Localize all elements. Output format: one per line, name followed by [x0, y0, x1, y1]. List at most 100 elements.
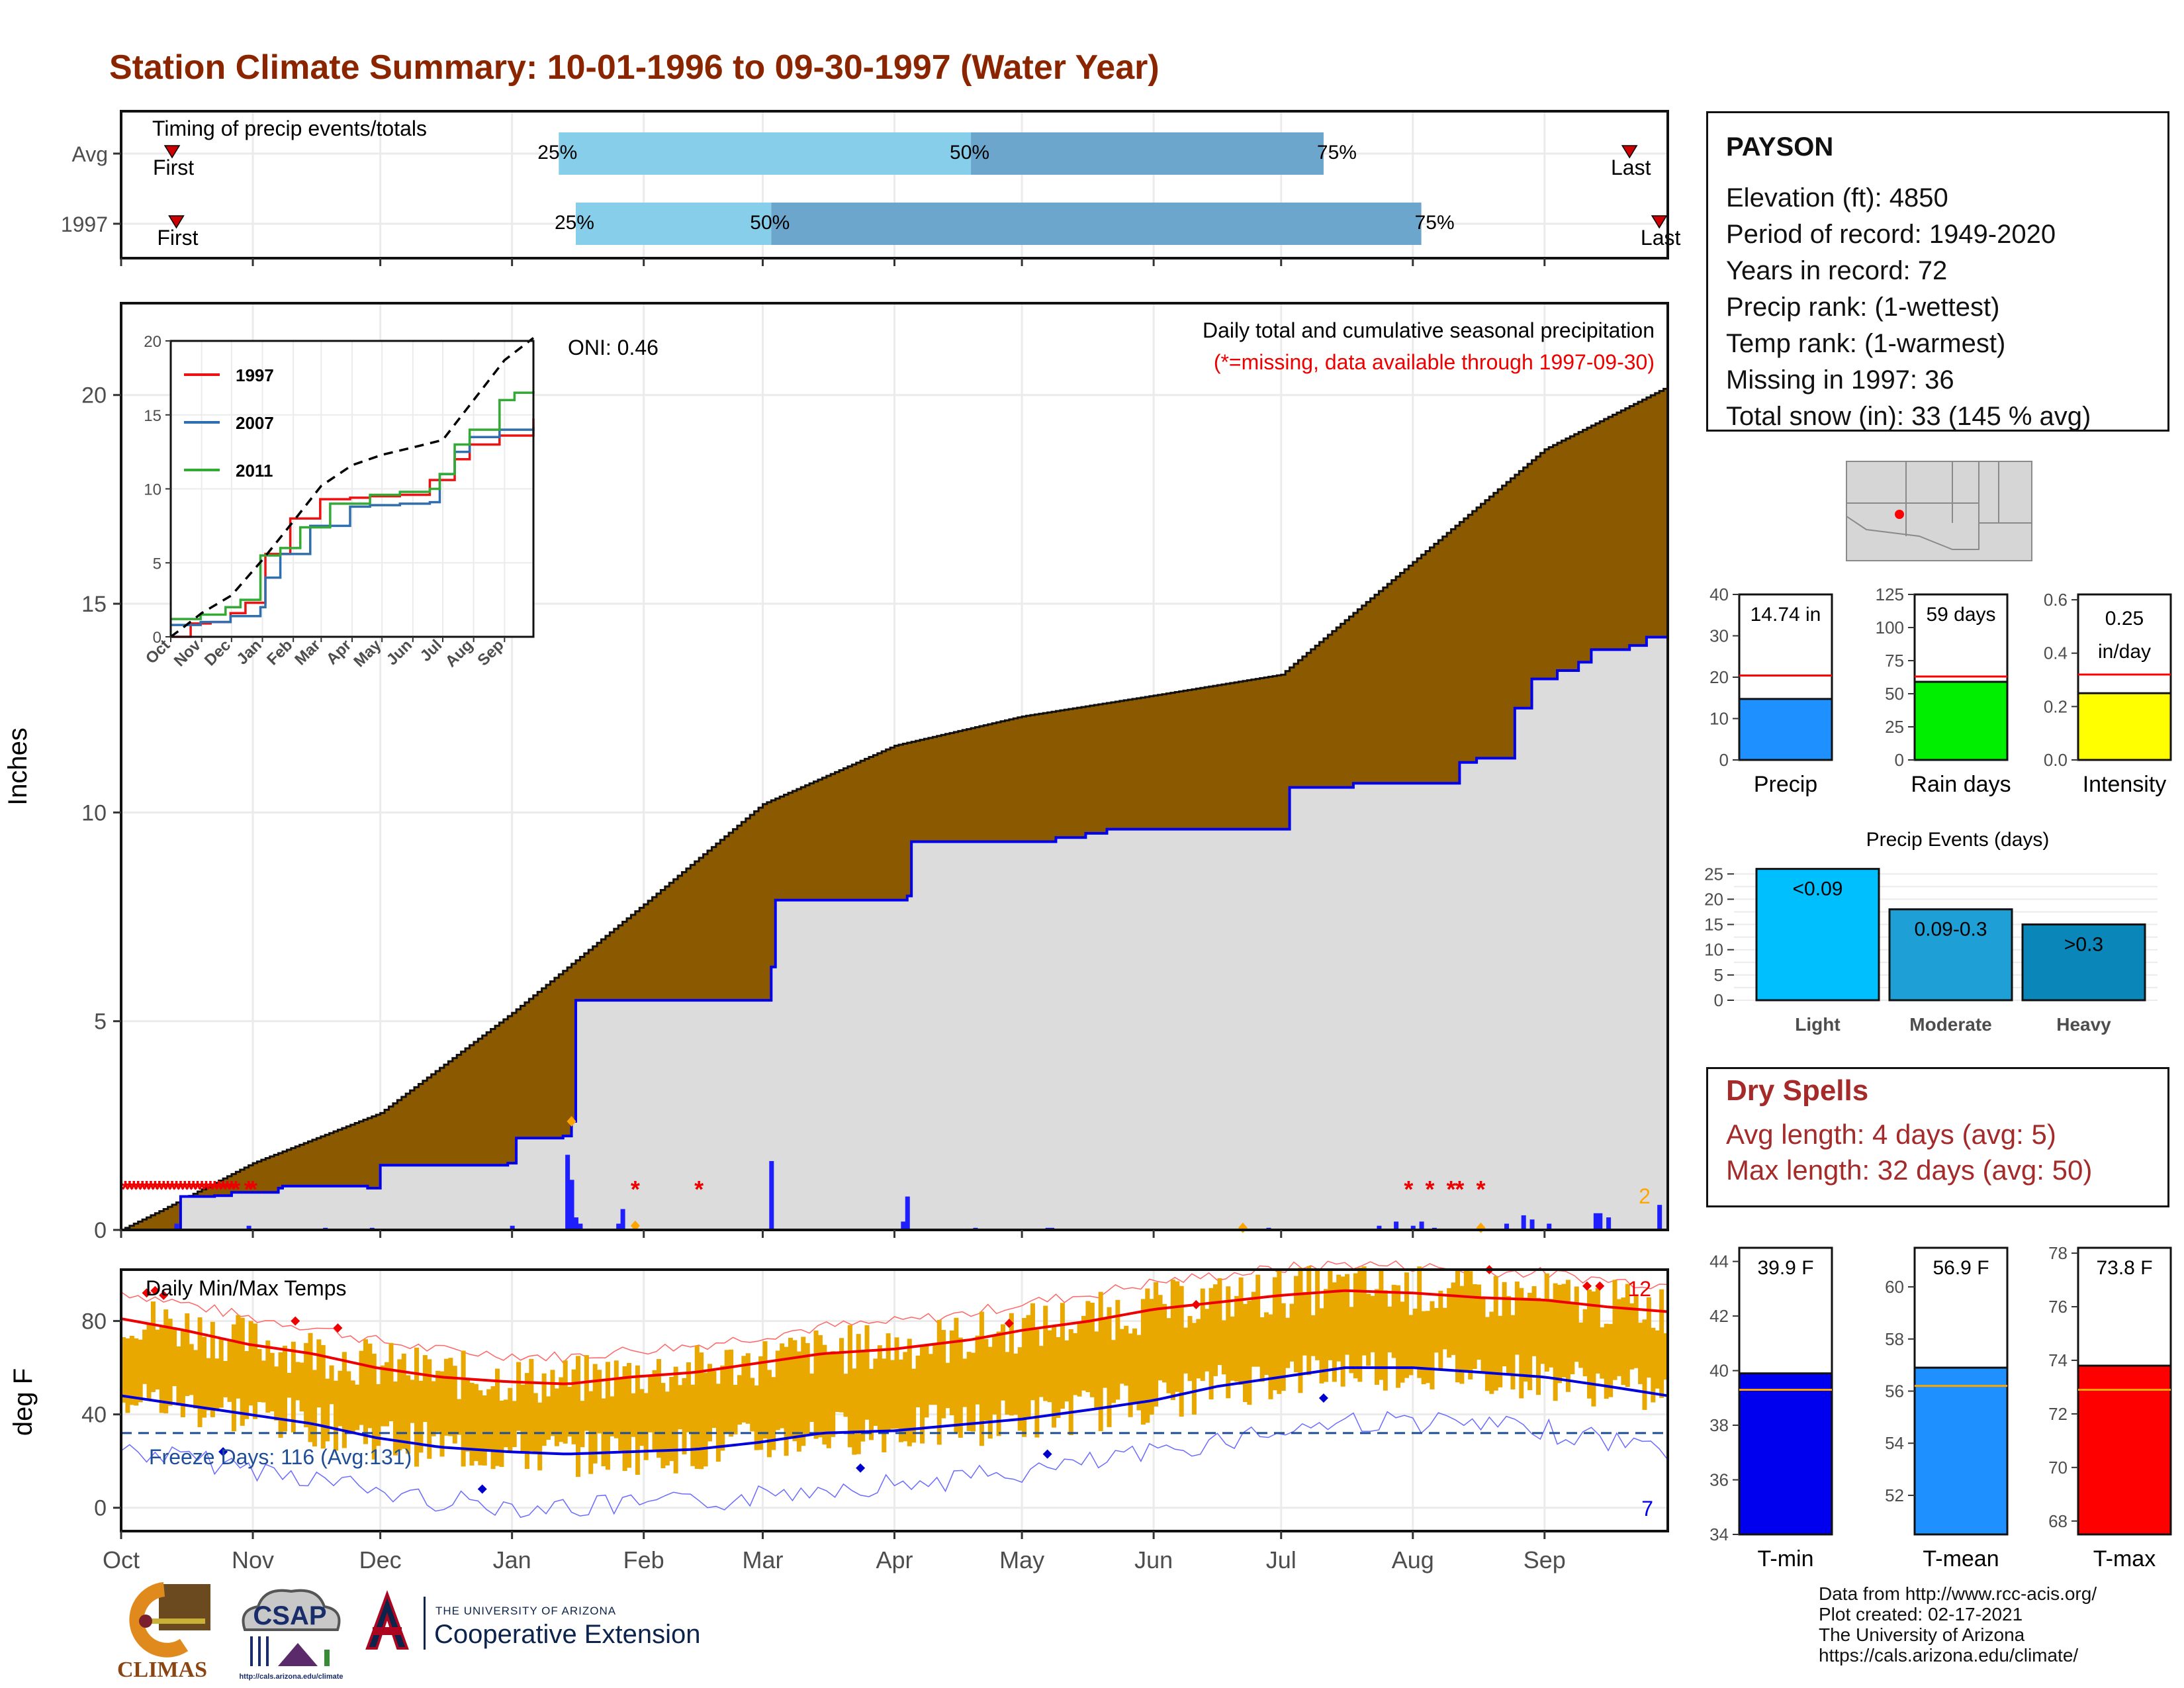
daily-temp-bar: [1404, 1272, 1409, 1378]
daily-temp-bar: [1221, 1320, 1226, 1375]
daily-temp-bar: [1255, 1274, 1261, 1367]
summary-precip-ytick-label: 0: [1719, 750, 1729, 770]
timing-row-label: Avg: [71, 142, 108, 166]
daily-temp-bar: [1570, 1302, 1575, 1375]
temp-ytick-label: 40: [81, 1403, 107, 1428]
daily-temp-bar: [1477, 1284, 1482, 1360]
daily-temp-bar: [1017, 1347, 1023, 1431]
daily-temp-bar: [244, 1350, 250, 1419]
daily-temp-bar: [831, 1351, 836, 1437]
daily-precip-bar: [565, 1154, 570, 1230]
temp-panel: Daily Min/Max Temps Freeze Days: 116 (Avg…: [120, 1260, 1669, 1532]
daily-precip-bar: [616, 1223, 621, 1230]
missing-day-marker: *: [129, 1176, 138, 1203]
daily-temp-bar: [1531, 1286, 1537, 1356]
daily-temp-bar: [1234, 1295, 1240, 1382]
precip-ytick-label: 15: [81, 592, 107, 617]
daily-precip-bar: [246, 1225, 251, 1230]
missing-day-marker: *: [171, 1176, 181, 1203]
summary-precip-value-label: 14.74 in: [1751, 604, 1821, 626]
daily-temp-bar: [796, 1351, 801, 1452]
daily-temp-bar: [1633, 1294, 1639, 1368]
daily-temp-bar: [367, 1343, 373, 1429]
timing-bar-q1: [559, 132, 972, 175]
events-ytick-label: 15: [1704, 915, 1723, 935]
daily-temp-bar: [954, 1317, 959, 1432]
daily-temp-bar: [397, 1359, 402, 1451]
daily-temp-bar: [1022, 1318, 1027, 1437]
daily-temp-bar: [660, 1383, 666, 1468]
missing-day-marker: *: [231, 1176, 240, 1203]
daily-temp-bar: [1132, 1328, 1138, 1403]
daily-temp-bar: [308, 1333, 313, 1442]
temp-summary-t-mean: 52 54 56 58 60 56.9 F T-mean: [1885, 1246, 2009, 1571]
missing-day-marker: *: [146, 1176, 156, 1203]
record-high-marker: [1582, 1281, 1592, 1291]
daily-temp-bar: [882, 1358, 887, 1452]
missing-day-marker: *: [201, 1176, 210, 1203]
daily-temp-bar: [1277, 1270, 1282, 1394]
daily-temp-bar: [1043, 1305, 1048, 1401]
daily-temp-bar: [1612, 1280, 1617, 1380]
timing-label-50: 50%: [750, 212, 790, 234]
daily-temp-bar: [414, 1347, 420, 1467]
daily-temp-bar: [639, 1389, 645, 1446]
events-category-label: Moderate: [1909, 1014, 1991, 1035]
daily-temp-bar: [584, 1355, 589, 1431]
timing-label-75: 75%: [1317, 142, 1357, 164]
daily-temp-bar: [392, 1382, 398, 1456]
month-label-aug: Aug: [1392, 1546, 1434, 1573]
daily-temp-bar: [1357, 1267, 1363, 1382]
daily-temp-bar: [1608, 1324, 1614, 1397]
precip-ytick-label: 20: [81, 383, 107, 408]
daily-temp-bar: [835, 1352, 840, 1413]
inset-series-avg: [169, 337, 535, 638]
missing-day-marker: *: [694, 1176, 704, 1203]
daily-temp-bar: [1408, 1315, 1414, 1376]
temp-summary-t-max-bar: [2077, 1364, 2172, 1536]
temp-ytick-label: 0: [94, 1496, 107, 1521]
daily-temp-bar: [1510, 1315, 1516, 1389]
station-missing: Missing in 1997: 36: [1726, 365, 1954, 395]
missing-day-marker: *: [214, 1176, 224, 1203]
daily-temp-bar: [163, 1309, 169, 1414]
daily-temp-bar: [1107, 1307, 1112, 1427]
temp-summary-t-min-value-label: 39.9 F: [1757, 1257, 1813, 1279]
daily-temp-bar: [614, 1360, 619, 1438]
month-label-may: May: [999, 1546, 1044, 1573]
daily-temp-bar: [703, 1372, 708, 1467]
daily-temp-bar: [780, 1343, 785, 1429]
missing-day-marker: *: [193, 1176, 203, 1203]
daily-temp-bar: [648, 1376, 653, 1432]
timing-bar-q2: [971, 132, 1324, 175]
daily-precip-bar: [573, 1217, 578, 1230]
record-low-marker: [1042, 1449, 1052, 1459]
daily-temp-bar: [597, 1370, 602, 1434]
daily-temp-bar: [631, 1393, 636, 1437]
temp-summary-t-min-bar: [1738, 1372, 1833, 1536]
dry-spells-box: [1706, 1067, 2169, 1207]
daily-temp-bar: [1480, 1296, 1486, 1372]
daily-temp-bar: [933, 1342, 938, 1405]
daily-temp-bar: [983, 1338, 989, 1421]
daily-temp-bar: [1387, 1306, 1392, 1352]
temp-summary-t-max-value-label: 73.8 F: [2096, 1257, 2152, 1279]
daily-temp-bar: [452, 1366, 457, 1444]
summary-intensity-ytick-label: 0.2: [2044, 696, 2068, 716]
daily-temp-bar: [1498, 1315, 1503, 1387]
temp-summary-t-min-category-label: T-min: [1758, 1546, 1814, 1571]
daily-temp-bar: [678, 1385, 683, 1430]
daily-temp-bar: [554, 1388, 559, 1446]
daily-temp-bar: [1005, 1352, 1010, 1415]
daily-temp-bar: [1166, 1318, 1171, 1393]
daily-temp-bar: [1094, 1331, 1099, 1409]
summary-rain-days-ytick-label: 50: [1885, 684, 1904, 704]
daily-temp-bar: [482, 1395, 487, 1466]
daily-temp-bar: [826, 1353, 831, 1448]
daily-temp-bar: [125, 1338, 130, 1413]
daily-temp-bar: [350, 1380, 355, 1432]
daily-temp-bar: [745, 1353, 751, 1424]
daily-temp-bar: [1412, 1308, 1418, 1367]
daily-temp-bar: [715, 1383, 721, 1462]
missing-day-marker: *: [206, 1176, 215, 1203]
